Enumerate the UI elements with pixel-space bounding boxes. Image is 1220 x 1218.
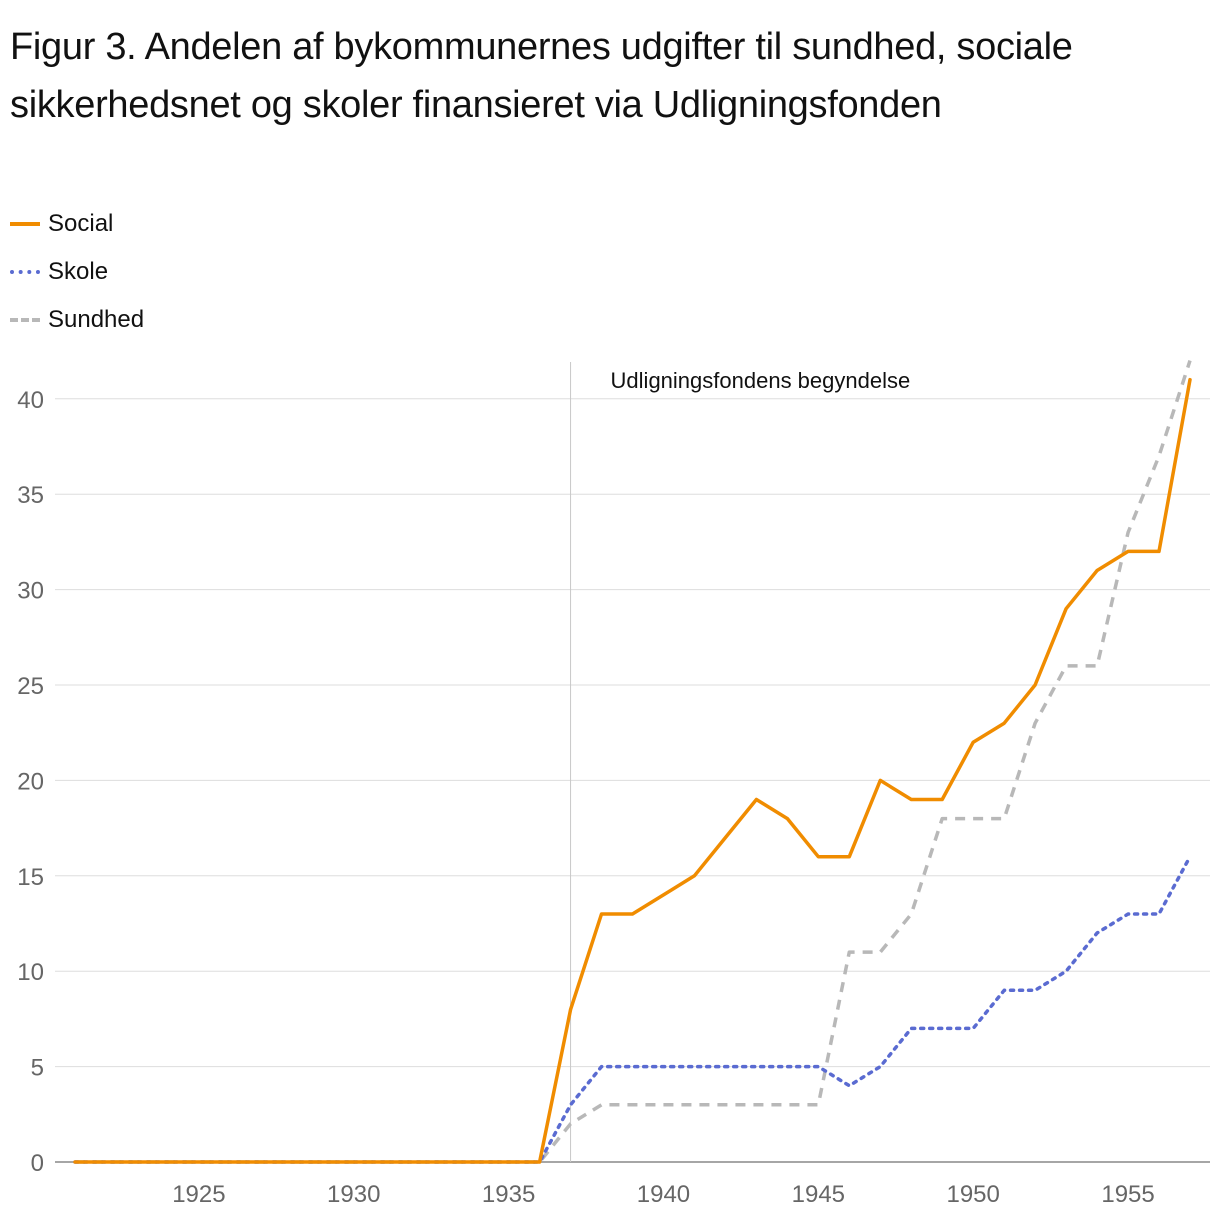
y-tick-label: 15 <box>17 864 44 891</box>
y-tick-label: 0 <box>31 1150 44 1177</box>
chart-title: Figur 3. Andelen af bykommunernes udgift… <box>10 26 1073 126</box>
annotation-label: Udligningsfondens begyndelse <box>611 368 911 393</box>
y-tick-label: 40 <box>17 387 44 414</box>
y-tick-label: 5 <box>31 1055 44 1082</box>
legend-item-skole: Skole <box>10 248 144 296</box>
legend-item-social: Social <box>10 200 144 248</box>
series-line-sundhed <box>75 360 1192 1164</box>
series-line-social <box>73 377 1192 1164</box>
legend-label-social: Social <box>48 210 114 237</box>
legend-item-sundhed: Sundhed <box>10 296 144 344</box>
legend-swatch-social <box>10 222 40 226</box>
legend: Social Skole Sundhed <box>10 200 144 344</box>
legend-label-sundhed: Sundhed <box>48 306 145 333</box>
y-tick-label: 20 <box>17 768 44 795</box>
y-tick-label: 10 <box>17 959 44 986</box>
x-tick-label: 1955 <box>1101 1181 1154 1208</box>
legend-swatch-skole <box>10 270 40 274</box>
y-tick-label: 30 <box>17 578 44 605</box>
y-tick-label: 25 <box>17 673 44 700</box>
x-tick-label: 1935 <box>482 1181 535 1208</box>
series-line-skole <box>73 854 1192 1164</box>
x-tick-label: 1940 <box>637 1181 690 1208</box>
x-tick-label: 1930 <box>327 1181 380 1208</box>
x-tick-label: 1925 <box>172 1181 225 1208</box>
x-tick-label: 1950 <box>946 1181 999 1208</box>
legend-swatch-sundhed <box>10 318 40 322</box>
legend-label-skole: Skole <box>48 258 109 285</box>
y-tick-label: 35 <box>17 482 44 509</box>
x-tick-label: 1945 <box>792 1181 845 1208</box>
